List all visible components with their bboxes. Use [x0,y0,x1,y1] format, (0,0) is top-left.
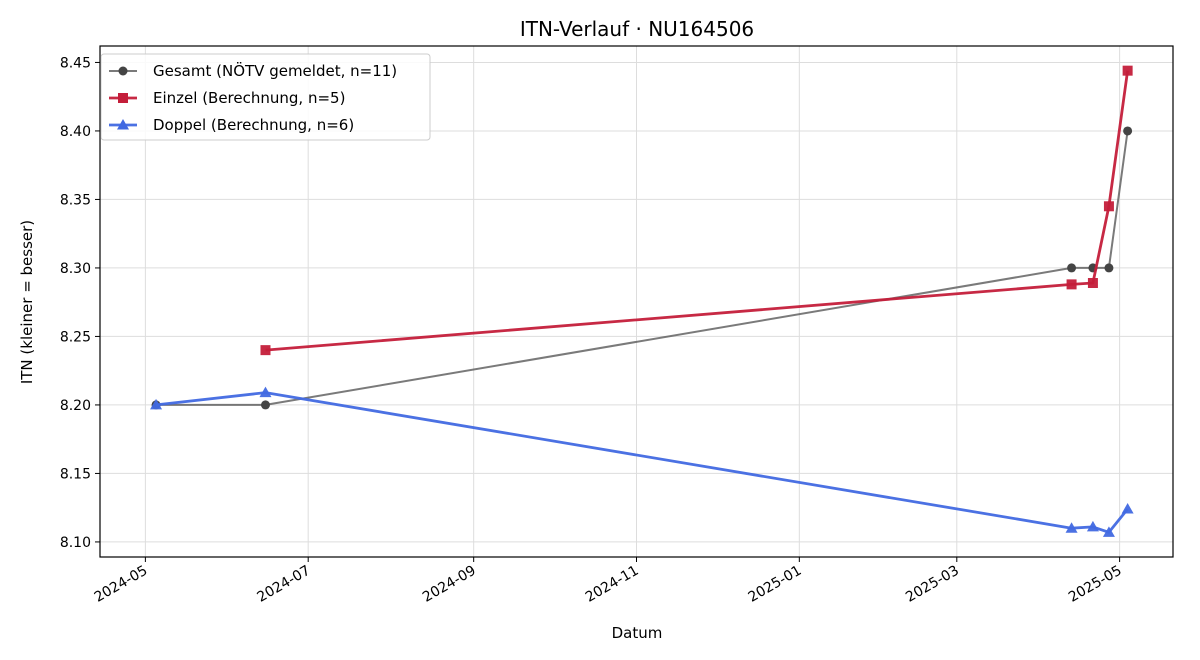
data-point [1087,278,1098,289]
legend-label: Doppel (Berechnung, n=6) [153,116,354,134]
y-axis-title: ITN (kleiner = besser) [18,220,36,384]
data-point [1065,522,1078,533]
y-tick-label: 8.20 [60,398,91,414]
legend-marker [117,119,129,130]
x-tick-label: 2025-01 [746,563,805,606]
y-tick-label: 8.45 [60,55,91,71]
y-tick-label: 8.35 [60,192,91,208]
x-tick-label: 2024-09 [420,563,479,606]
series-triangle [150,386,1134,537]
series-line [155,391,1129,534]
data-point [1123,126,1133,136]
legend-box [100,53,431,141]
data-point [259,386,272,398]
y-tick-label: 8.15 [60,466,91,482]
legend-label: Gesamt (NÖTV gemeldet, n=11) [153,61,397,80]
series-line [156,130,1129,406]
series-square [260,65,1133,356]
data-point [1122,65,1133,76]
x-tick-label: 2024-11 [583,563,642,606]
legend-label: Einzel (Berechnung, n=5) [153,89,345,107]
y-tick-label: 8.25 [60,329,91,345]
y-axis: 8.10 8.15 8.20 8.25 8.30 8.35 8.40 8.45 [60,55,100,551]
data-point [1121,503,1134,514]
data-point [1102,526,1115,537]
x-axis-title: Datum [612,624,663,642]
legend-marker [118,66,128,76]
y-tick-label: 8.40 [60,124,91,140]
data-point [1103,201,1114,212]
legend-marker [118,93,128,103]
series-layer [150,65,1134,537]
chart-title: ITN-Verlauf · NU164506 [520,17,754,41]
data-point [1104,263,1114,273]
grid [100,46,1173,557]
x-tick-label: 2024-07 [255,563,314,606]
x-tick-label: 2025-03 [903,563,962,606]
y-tick-label: 8.30 [60,261,91,277]
y-tick-label: 8.10 [60,535,91,551]
data-point [260,345,271,356]
x-tick-label: 2025-05 [1066,563,1125,606]
data-point [1067,263,1077,273]
legend: Gesamt (NÖTV gemeldet, n=11) Einzel (Bere… [100,53,431,141]
x-tick-label: 2024-05 [92,563,151,606]
x-axis: 2024-05 2024-07 2024-09 2024-11 2025-01 2025-… [92,557,1125,606]
data-point [260,400,270,410]
data-point [1086,520,1099,532]
data-point [1066,279,1077,290]
data-point [150,398,163,410]
